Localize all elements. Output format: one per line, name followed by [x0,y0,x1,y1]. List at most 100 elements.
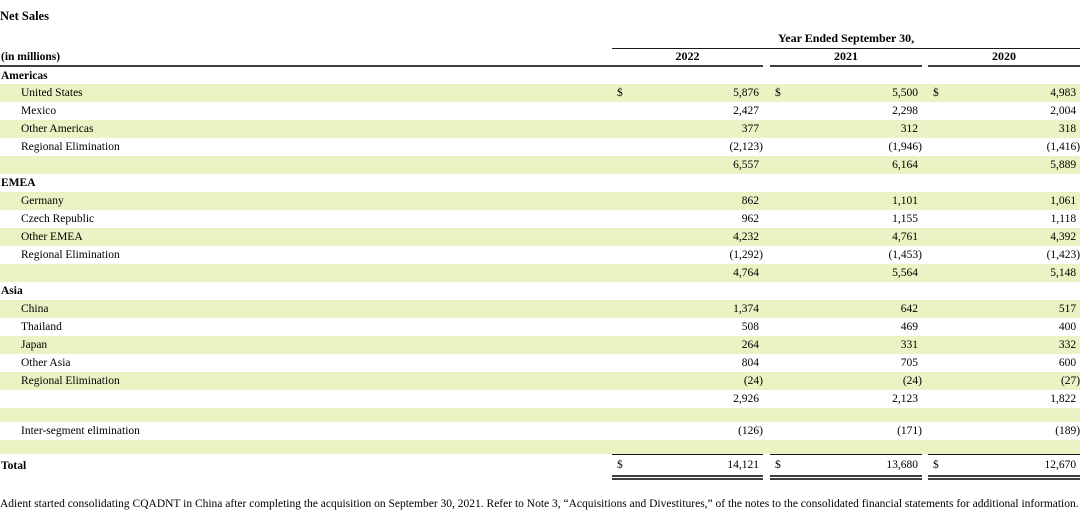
value-2020: 332 [946,336,1080,354]
value-2022: 508 [741,321,759,333]
value-2021: 331 [788,336,922,354]
currency-symbol [928,138,946,156]
currency-symbol [770,228,788,246]
row-label: Regional Elimination [0,372,612,390]
currency-symbol: $ [770,453,788,480]
value-2020: (1,416) [1046,141,1080,153]
table-row: Other Asia 804 705 600 [0,354,1080,372]
currency-symbol: $ [928,84,946,102]
currency-symbol [612,138,630,156]
column-gap [763,228,770,246]
table-row [0,408,1080,422]
column-gap [763,192,770,210]
currency-symbol [770,372,788,390]
table-row: Regional Elimination (24) (24) (27) [0,372,1080,390]
table-row: 4,764 5,564 5,148 [0,264,1080,282]
value-2022: 6,557 [630,156,763,174]
value-2020: 517 [946,300,1080,318]
row-label: Thailand [21,321,62,333]
column-gap [922,156,928,174]
currency-symbol [612,318,630,336]
currency-symbol [928,390,946,408]
value-2021: 13,680 [788,453,922,480]
currency-symbol [770,210,788,228]
value-2020: 1,061 [946,192,1080,210]
currency-symbol [770,264,788,282]
column-header-year: 2021 [770,48,922,67]
value-2022: 2,427 [733,105,759,117]
currency-symbol [770,390,788,408]
column-gap [763,372,770,390]
value-2022: 862 [630,192,763,210]
currency-symbol [612,156,630,174]
currency-symbol [928,354,946,372]
currency-symbol [770,422,788,440]
currency-symbol [612,390,630,408]
table-row: Asia [0,282,1080,300]
column-gap [763,246,770,264]
column-gap [922,228,928,246]
currency-symbol [928,264,946,282]
currency-symbol: $ [612,84,630,102]
currency-symbol [770,138,788,156]
currency-symbol [612,210,630,228]
value-2020: 600 [1058,357,1077,369]
value-2021: (1,946) [888,141,922,153]
value-2020: (1,423) [1046,249,1080,261]
value-2020: 2,004 [1050,105,1077,117]
column-gap [922,192,928,210]
value-2022: (126) [738,425,763,437]
value-2020: 5,889 [946,156,1080,174]
currency-symbol [770,192,788,210]
value-2021: 1,155 [892,213,918,225]
table-row: Mexico 2,427 2,298 2,004 [0,102,1080,120]
currency-symbol [928,372,946,390]
table-row: 2,926 2,123 1,822 [0,390,1080,408]
value-2022: (24) [630,372,763,390]
value-2022: (1,292) [729,249,763,261]
value-2021: 2,123 [892,393,918,405]
row-label: Japan [0,336,612,354]
column-gap [763,354,770,372]
span-header-row: Year Ended September 30, [0,30,1080,49]
currency-symbol [612,372,630,390]
column-gap [763,210,770,228]
currency-symbol [928,102,946,120]
currency-symbol [612,120,630,138]
table-row: Regional Elimination (1,292) (1,453) (1,423… [0,246,1080,264]
table-row: Other EMEA 4,232 4,761 4,392 [0,228,1080,246]
value-2022: 804 [741,357,759,369]
value-2022: (2,123) [729,141,763,153]
section-label: Americas [1,69,48,82]
row-label: Czech Republic [21,213,95,225]
value-2022: 2,926 [733,393,759,405]
table-row: Thailand 508 469 400 [0,318,1080,336]
span-header-label: Year Ended September 30, [612,30,1080,49]
value-2021: (171) [897,425,922,437]
table-row: Germany 862 1,101 1,061 [0,192,1080,210]
value-2022: 4,232 [630,228,763,246]
currency-symbol [612,422,630,440]
column-gap [922,300,928,318]
column-gap [763,318,770,336]
value-2020: 12,670 [946,453,1080,480]
row-label: Mexico [21,105,57,117]
table-row: Czech Republic 962 1,155 1,118 [0,210,1080,228]
value-2021: 5,500 [788,84,922,102]
currency-symbol [612,300,630,318]
value-2020: 4,983 [946,84,1080,102]
spacer-cell [0,440,1080,454]
currency-symbol [928,336,946,354]
row-label [0,156,612,174]
currency-symbol [928,228,946,246]
value-2021: 1,101 [788,192,922,210]
value-2022: 4,764 [630,264,763,282]
column-gap [922,264,928,282]
value-2020: 1,118 [1050,213,1077,225]
row-label [0,264,612,282]
row-label: Other Asia [21,357,71,369]
column-header-year: 2020 [928,48,1080,67]
currency-symbol: $ [928,453,946,480]
value-2020: 1,822 [1050,393,1077,405]
table-row: Japan 264 331 332 [0,336,1080,354]
